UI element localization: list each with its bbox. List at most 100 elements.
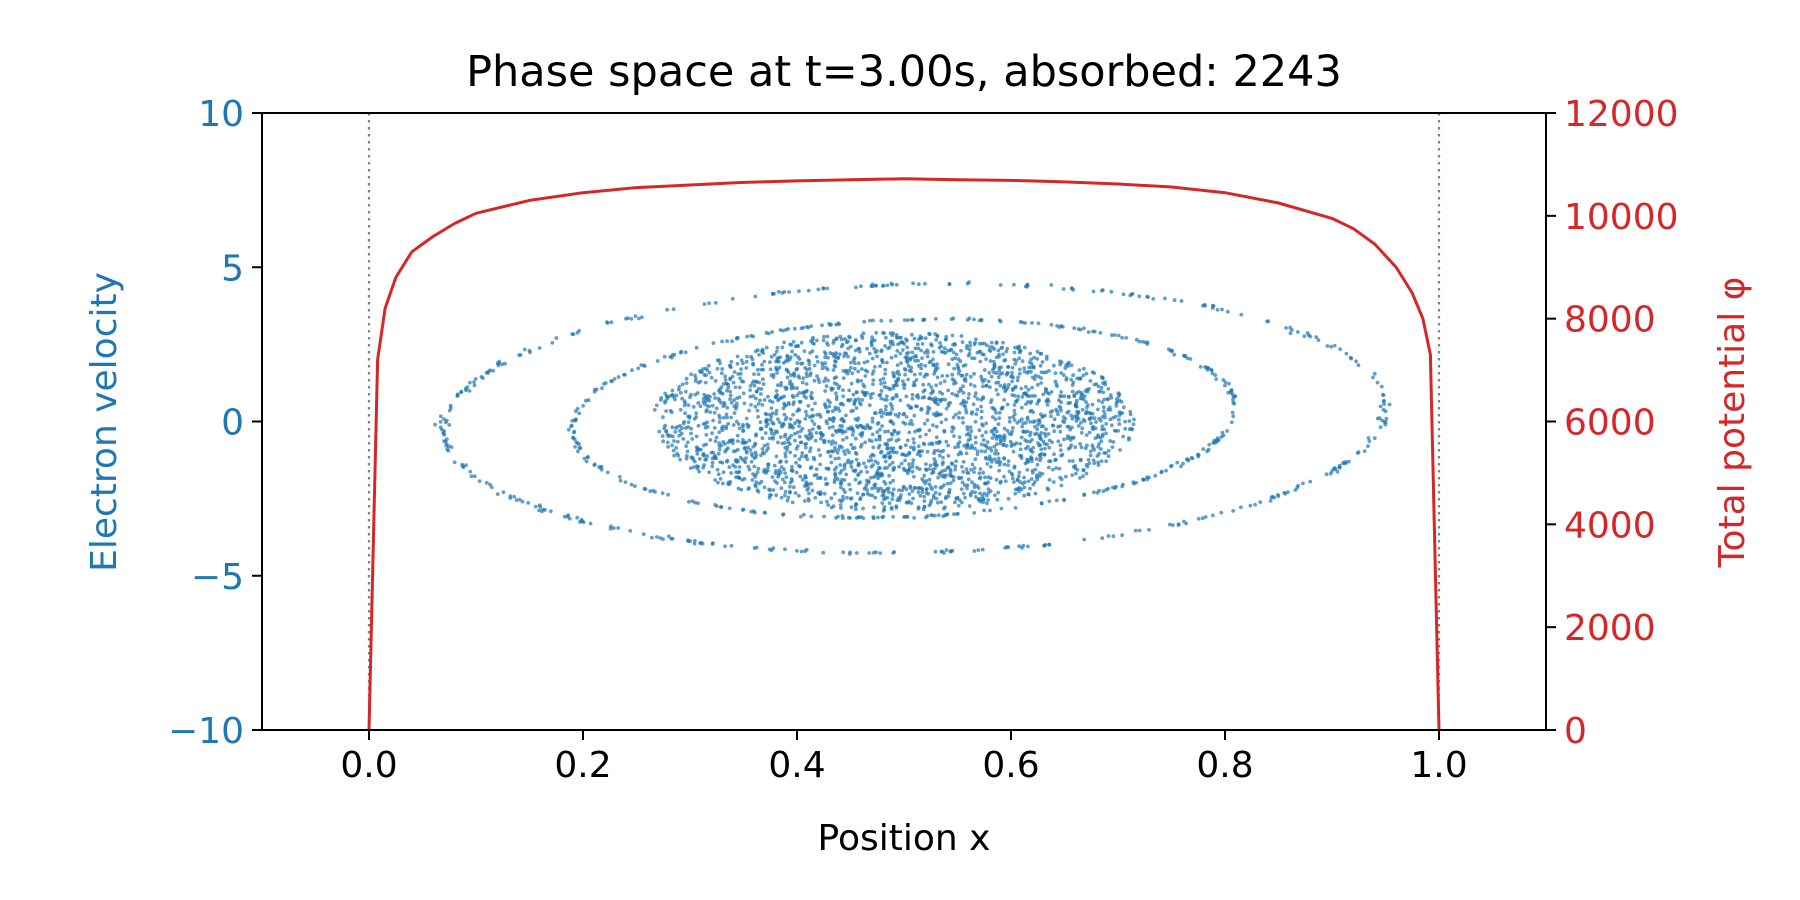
scatter-point — [1031, 364, 1036, 369]
scatter-point — [695, 391, 700, 395]
scatter-point — [1041, 392, 1046, 397]
scatter-point — [1078, 458, 1083, 463]
scatter-point — [853, 348, 858, 353]
scatter-point — [1058, 359, 1062, 364]
scatter-point — [761, 377, 765, 382]
scatter-point — [1134, 337, 1139, 342]
scatter-point — [1044, 354, 1049, 359]
scatter-point — [736, 486, 741, 491]
scatter-point — [826, 409, 831, 414]
scatter-point — [448, 406, 453, 410]
scatter-point — [916, 444, 921, 449]
scatter-point — [865, 346, 869, 351]
scatter-point — [711, 418, 715, 423]
scatter-point — [953, 464, 958, 469]
scatter-point — [702, 302, 707, 306]
scatter-point — [1295, 485, 1300, 490]
scatter-point — [789, 468, 794, 473]
scatter-point — [1101, 288, 1105, 292]
scatter-point — [698, 404, 703, 408]
scatter-point — [779, 465, 784, 469]
scatter-point — [950, 372, 955, 377]
scatter-point — [973, 391, 978, 396]
scatter-point — [802, 499, 807, 503]
scatter-point — [716, 472, 721, 477]
scatter-point — [851, 468, 856, 473]
scatter-point — [598, 465, 603, 470]
scatter-point — [684, 376, 689, 381]
scatter-point — [1075, 467, 1080, 472]
scatter-point — [783, 454, 788, 459]
scatter-point — [762, 451, 766, 456]
scatter-point — [1065, 410, 1070, 415]
scatter-point — [1065, 436, 1070, 441]
scatter-point — [952, 434, 956, 438]
scatter-point — [810, 427, 815, 431]
scatter-point — [1017, 544, 1021, 549]
scatter-point — [878, 392, 883, 397]
scatter-point — [936, 513, 941, 517]
scatter-point — [792, 326, 797, 331]
scatter-point — [937, 492, 942, 496]
scatter-point — [782, 340, 786, 345]
scatter-point — [1371, 375, 1375, 380]
scatter-point — [1109, 289, 1114, 294]
scatter-point — [814, 467, 819, 472]
scatter-point — [537, 503, 542, 508]
scatter-point — [1127, 419, 1132, 423]
scatter-point — [1225, 309, 1230, 314]
scatter-point — [953, 342, 957, 347]
scatter-point — [720, 460, 725, 465]
scatter-point — [696, 380, 701, 385]
y2-tick-label: 8000 — [1564, 300, 1656, 341]
scatter-point — [754, 396, 758, 401]
scatter-point — [766, 331, 771, 336]
scatter-point — [968, 340, 972, 345]
scatter-point — [737, 426, 742, 431]
scatter-point — [833, 355, 838, 360]
scatter-point — [839, 506, 843, 510]
scatter-point — [486, 369, 491, 374]
scatter-point — [749, 459, 754, 464]
scatter-point — [886, 438, 891, 443]
scatter-point — [1085, 403, 1090, 407]
scatter-point — [897, 488, 901, 493]
scatter-point — [455, 392, 460, 397]
scatter-point — [661, 415, 665, 420]
scatter-point — [709, 375, 714, 380]
scatter-point — [725, 405, 730, 410]
scatter-point — [1123, 426, 1128, 431]
scatter-point — [1037, 398, 1041, 402]
scatter-point — [1230, 392, 1235, 397]
scatter-point — [912, 372, 917, 377]
scatter-point — [548, 509, 553, 514]
scatter-point — [1089, 421, 1093, 426]
scatter-point — [739, 358, 744, 363]
scatter-point — [1119, 399, 1124, 404]
scatter-point — [1020, 359, 1025, 364]
scatter-point — [943, 351, 948, 355]
scatter-point — [1058, 406, 1063, 411]
scatter-point — [899, 340, 904, 344]
scatter-point — [834, 394, 839, 399]
scatter-point — [968, 425, 973, 430]
scatter-point — [906, 377, 910, 382]
scatter-point — [1122, 405, 1126, 410]
scatter-point — [780, 345, 785, 350]
scatter-point — [629, 317, 634, 321]
scatter-point — [973, 435, 978, 440]
scatter-point — [888, 401, 893, 406]
scatter-point — [681, 437, 686, 441]
scatter-point — [881, 493, 886, 497]
scatter-point — [1102, 397, 1107, 402]
scatter-point — [932, 451, 936, 456]
scatter-point — [869, 339, 874, 344]
scatter-point — [714, 406, 719, 411]
scatter-point — [841, 388, 845, 392]
scatter-point — [939, 420, 944, 425]
scatter-point — [972, 342, 977, 347]
scatter-point — [1288, 331, 1293, 336]
scatter-point — [789, 386, 794, 391]
scatter-point — [938, 341, 942, 345]
scatter-point — [837, 352, 842, 357]
